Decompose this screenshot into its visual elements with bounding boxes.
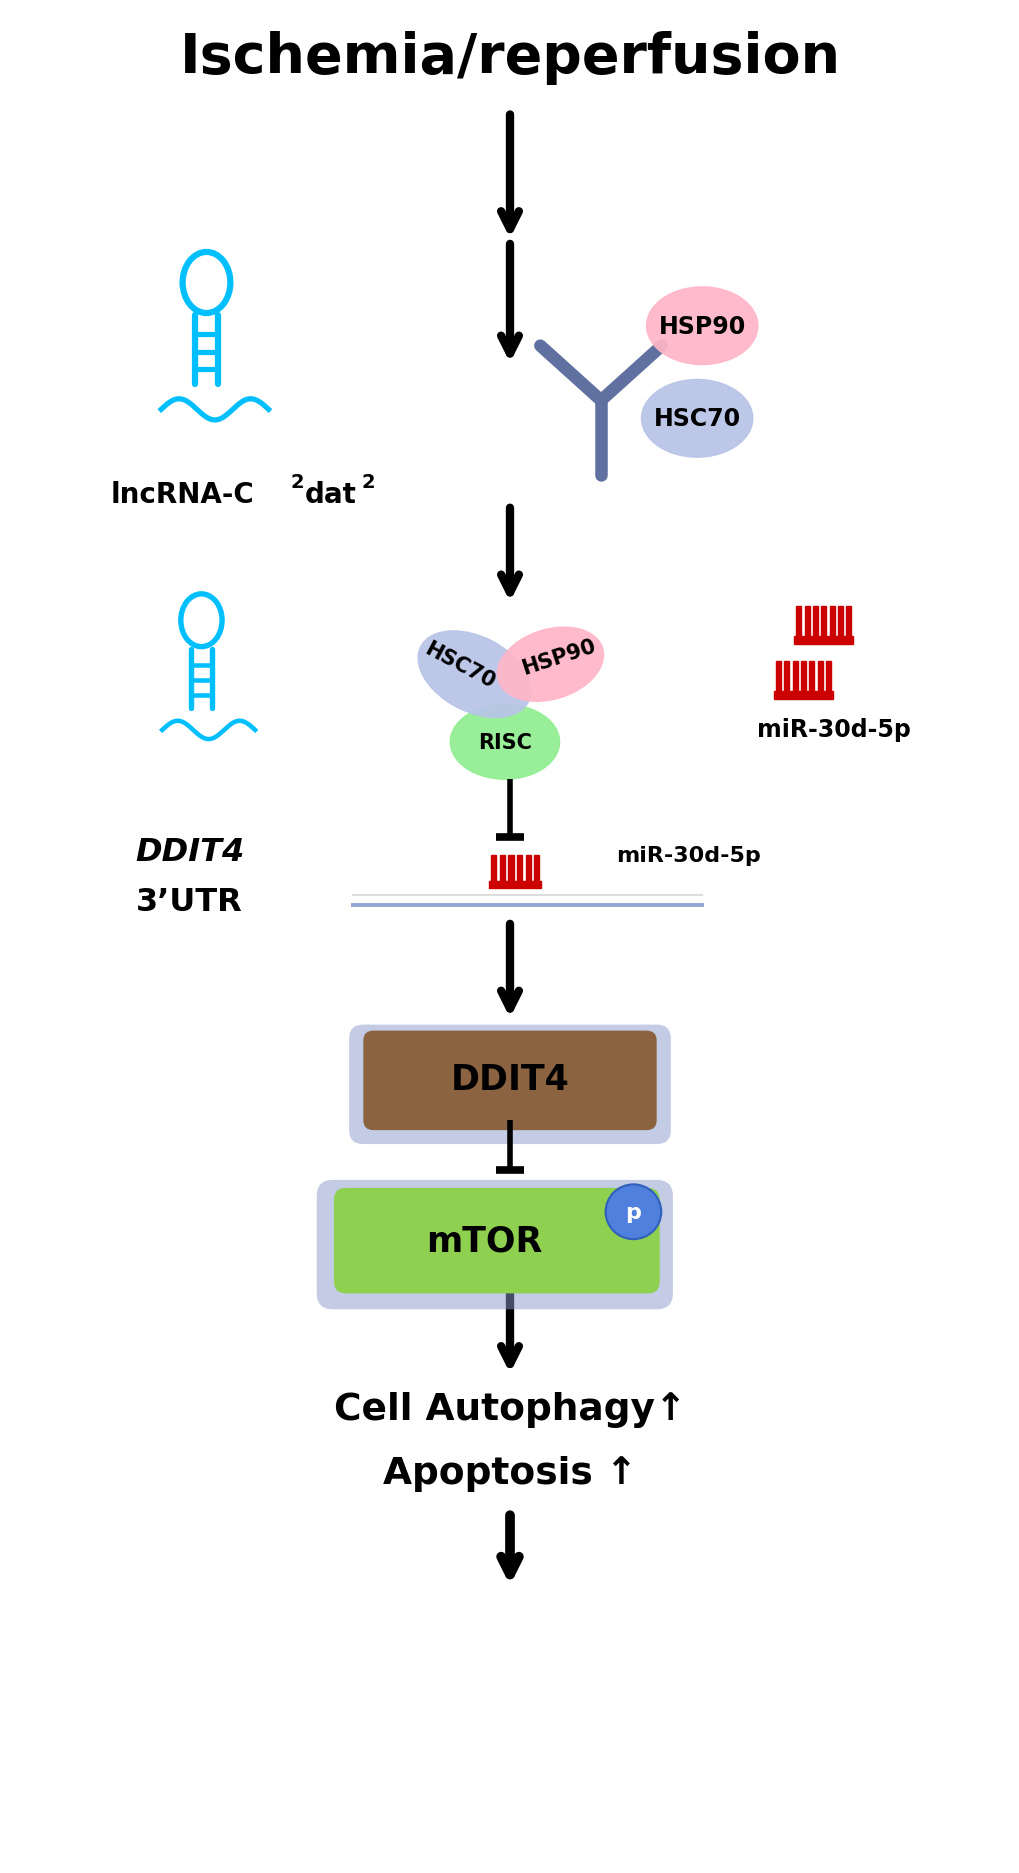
FancyBboxPatch shape — [491, 856, 496, 882]
Ellipse shape — [449, 704, 559, 779]
FancyBboxPatch shape — [846, 607, 851, 637]
FancyBboxPatch shape — [775, 661, 781, 691]
FancyBboxPatch shape — [804, 607, 809, 637]
FancyBboxPatch shape — [809, 661, 814, 691]
Text: HSP90: HSP90 — [658, 315, 745, 339]
FancyBboxPatch shape — [794, 637, 852, 644]
FancyBboxPatch shape — [507, 856, 513, 882]
Text: Apoptosis ↑: Apoptosis ↑ — [382, 1455, 637, 1491]
FancyBboxPatch shape — [817, 661, 822, 691]
Text: DDIT4: DDIT4 — [450, 1062, 569, 1098]
FancyBboxPatch shape — [796, 607, 800, 637]
FancyBboxPatch shape — [812, 607, 817, 637]
FancyBboxPatch shape — [333, 1187, 659, 1294]
FancyBboxPatch shape — [792, 661, 797, 691]
FancyBboxPatch shape — [517, 856, 522, 882]
FancyBboxPatch shape — [348, 1025, 671, 1144]
Text: HSC70: HSC70 — [653, 406, 740, 431]
FancyBboxPatch shape — [828, 607, 834, 637]
Ellipse shape — [641, 380, 752, 457]
Text: mTOR: mTOR — [426, 1223, 542, 1259]
Text: 3’UTR: 3’UTR — [136, 886, 243, 918]
FancyBboxPatch shape — [838, 607, 843, 637]
Text: miR-30d-5p: miR-30d-5p — [756, 717, 910, 742]
Text: DDIT4: DDIT4 — [136, 837, 245, 867]
FancyBboxPatch shape — [773, 691, 832, 701]
Ellipse shape — [418, 631, 531, 717]
Text: HSC70: HSC70 — [421, 639, 497, 691]
Text: miR-30d-5p: miR-30d-5p — [615, 847, 760, 865]
Text: dat: dat — [305, 481, 357, 509]
FancyBboxPatch shape — [363, 1030, 656, 1131]
FancyBboxPatch shape — [825, 661, 830, 691]
FancyBboxPatch shape — [499, 856, 504, 882]
Text: lncRNA-C: lncRNA-C — [110, 481, 254, 509]
FancyBboxPatch shape — [784, 661, 789, 691]
FancyBboxPatch shape — [317, 1180, 673, 1309]
FancyBboxPatch shape — [820, 607, 825, 637]
FancyBboxPatch shape — [525, 856, 530, 882]
Ellipse shape — [497, 627, 603, 702]
Text: Ischemia/reperfusion: Ischemia/reperfusion — [179, 32, 840, 84]
FancyBboxPatch shape — [489, 882, 540, 890]
Ellipse shape — [605, 1186, 660, 1240]
Text: HSP90: HSP90 — [519, 635, 597, 678]
Text: Cell Autophagy↑: Cell Autophagy↑ — [333, 1392, 686, 1427]
Text: 2: 2 — [361, 472, 375, 493]
FancyBboxPatch shape — [800, 661, 805, 691]
Text: 2: 2 — [290, 472, 304, 493]
Text: RISC: RISC — [478, 732, 531, 753]
Ellipse shape — [646, 288, 757, 365]
Text: p: p — [625, 1202, 641, 1221]
FancyBboxPatch shape — [534, 856, 539, 882]
